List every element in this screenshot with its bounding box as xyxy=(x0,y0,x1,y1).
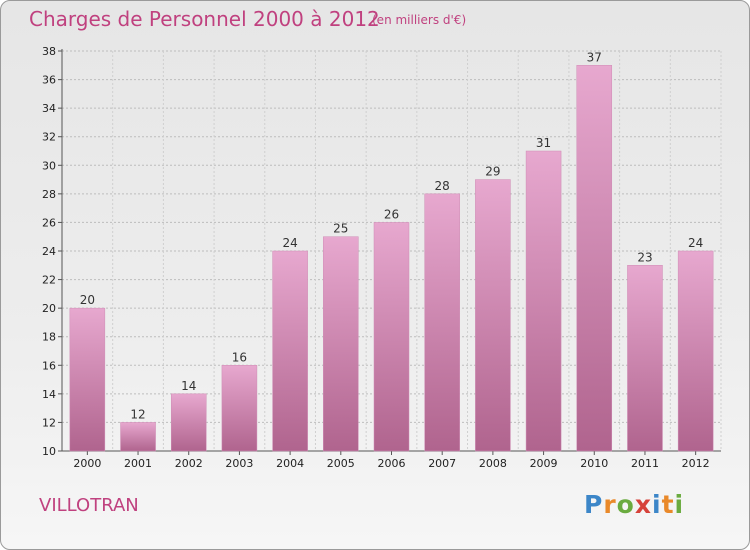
y-tick-label: 38 xyxy=(42,45,56,58)
bar xyxy=(424,193,460,452)
y-tick-label: 34 xyxy=(42,102,56,115)
y-tick-label: 22 xyxy=(42,274,56,287)
x-tick-label: 2005 xyxy=(327,457,355,470)
x-tick-label: 2002 xyxy=(175,457,203,470)
data-label: 12 xyxy=(130,407,145,421)
location-name: VILLOTRAN xyxy=(39,495,139,516)
data-label: 25 xyxy=(333,222,348,236)
logo-letter: r xyxy=(603,490,617,519)
y-tick-label: 24 xyxy=(42,245,56,258)
x-tick-label: 2012 xyxy=(682,457,710,470)
logo-letter: i xyxy=(674,490,685,519)
y-tick-label: 26 xyxy=(42,216,56,229)
bar xyxy=(170,393,207,452)
logo-letter: P xyxy=(584,490,604,519)
bars xyxy=(69,65,714,452)
data-label: 23 xyxy=(637,250,652,264)
data-label: 28 xyxy=(435,179,450,193)
x-tick-label: 2011 xyxy=(631,457,659,470)
y-tick-label: 18 xyxy=(42,331,56,344)
x-tick-label: 2009 xyxy=(530,457,558,470)
bar xyxy=(525,150,562,452)
bar xyxy=(627,265,663,452)
data-labels: 20 12 14 16 24 25 26 28 29 31 37 23 24 xyxy=(80,50,704,421)
data-label: 31 xyxy=(536,136,551,150)
bar xyxy=(576,65,613,452)
y-tick-label: 30 xyxy=(42,159,56,172)
x-tick-label: 2010 xyxy=(580,457,608,470)
data-label: 16 xyxy=(232,350,247,364)
x-tick-label: 2003 xyxy=(225,457,253,470)
y-tick-label: 12 xyxy=(42,416,56,429)
y-tick-label: 28 xyxy=(42,188,56,201)
logo-letter: t xyxy=(661,490,675,519)
data-label: 37 xyxy=(587,50,602,64)
bar xyxy=(221,365,258,452)
y-tick-label: 32 xyxy=(42,131,56,144)
data-label: 14 xyxy=(181,379,196,393)
data-label: 20 xyxy=(80,293,95,307)
y-tick-label: 14 xyxy=(42,388,56,401)
bar xyxy=(120,422,156,452)
bar xyxy=(272,250,308,452)
data-label: 24 xyxy=(688,236,703,250)
y-tick-label: 16 xyxy=(42,359,56,372)
x-tick-label: 2008 xyxy=(479,457,507,470)
data-label: 26 xyxy=(384,207,399,221)
x-tick-label: 2000 xyxy=(73,457,101,470)
data-label: 24 xyxy=(282,236,297,250)
x-tick-label: 2006 xyxy=(378,457,406,470)
bar xyxy=(475,179,511,452)
proxiti-logo[interactable]: Proxiti xyxy=(584,490,684,519)
bar xyxy=(323,236,359,452)
logo-letter: i xyxy=(652,490,662,519)
y-tick-label: 10 xyxy=(42,445,56,458)
x-tick-label: 2007 xyxy=(428,457,456,470)
bar xyxy=(373,222,410,452)
logo-letter: o xyxy=(616,490,635,519)
x-tick-label: 2004 xyxy=(276,457,304,470)
chart-title: Charges de Personnel 2000 à 2012 xyxy=(29,7,380,31)
logo-letter: x xyxy=(634,490,652,519)
x-tick-label: 2001 xyxy=(124,457,152,470)
data-label: 29 xyxy=(485,165,500,179)
bar xyxy=(69,307,106,452)
chart-subtitle: (en milliers d'€) xyxy=(372,13,467,27)
bar xyxy=(677,250,714,452)
y-tick-label: 20 xyxy=(42,302,56,315)
y-tick-label: 36 xyxy=(42,74,56,87)
